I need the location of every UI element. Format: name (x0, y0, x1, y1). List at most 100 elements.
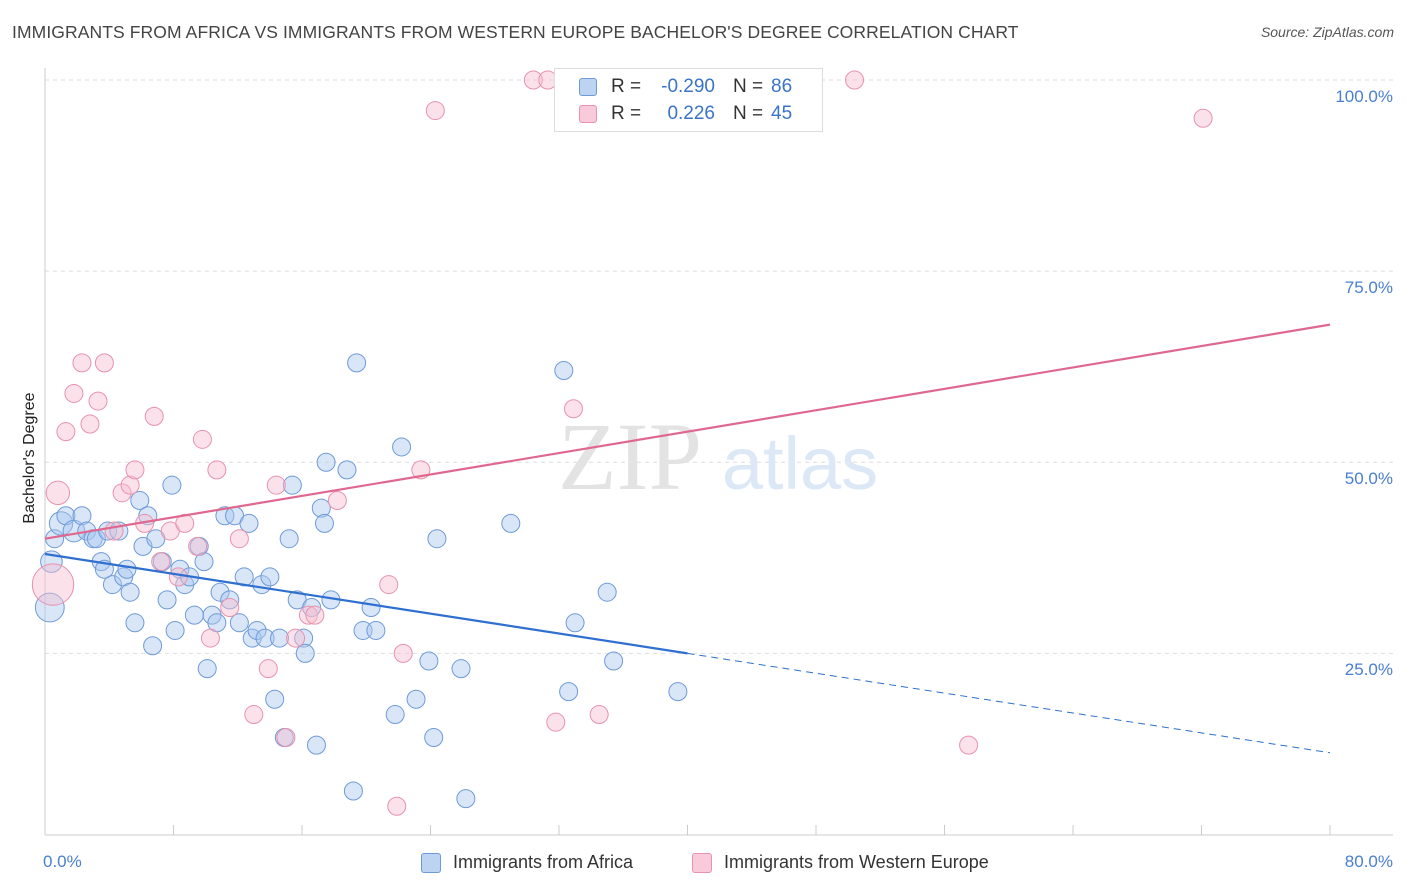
bottom-legend-western-europe: Immigrants from Western Europe (692, 852, 989, 873)
point-africa (210, 582, 230, 602)
correlation-legend: R = -0.290 N = 86 R = 0.226 N = 45 (554, 68, 823, 132)
grid-lines (45, 79, 1393, 654)
x-tick-label-min: 0.0% (43, 852, 82, 871)
point-africa (604, 651, 624, 671)
trend-lines (44, 323, 1331, 754)
data-points (31, 70, 1213, 816)
point-africa (668, 682, 688, 702)
point-africa (597, 582, 617, 602)
point-africa (347, 353, 367, 373)
x-tick-label-max: 80.0% (1344, 852, 1393, 871)
point-africa (215, 506, 235, 526)
point-africa (311, 498, 331, 518)
point-western-europe (144, 406, 164, 426)
y-tick-label-25: 25.0% (1344, 660, 1393, 679)
point-africa (451, 659, 471, 679)
point-western-europe (845, 70, 865, 90)
y-tick-label-50: 50.0% (1344, 469, 1393, 488)
trend-line-western-europe (44, 323, 1331, 540)
legend-label-africa: Immigrants from Africa (453, 852, 634, 872)
bottom-legend-africa: Immigrants from Africa (421, 852, 633, 873)
point-western-europe (1193, 108, 1213, 128)
legend-swatch-blue (579, 78, 597, 96)
point-western-europe (286, 628, 306, 648)
point-western-europe (104, 521, 124, 541)
point-africa (143, 636, 163, 656)
point-africa (265, 689, 285, 709)
point-africa (56, 506, 76, 526)
point-western-europe (200, 628, 220, 648)
point-africa (125, 613, 145, 633)
legend-swatch-blue (421, 852, 441, 873)
point-africa (279, 529, 299, 549)
point-africa (197, 659, 217, 679)
point-western-europe (64, 383, 84, 403)
point-africa (162, 475, 182, 495)
point-western-europe (188, 536, 208, 556)
point-africa (456, 789, 476, 809)
point-africa (306, 735, 326, 755)
point-western-europe (425, 101, 445, 121)
point-africa (501, 513, 521, 533)
point-africa (220, 590, 240, 610)
point-africa (392, 437, 412, 457)
point-western-europe (379, 575, 399, 595)
watermark-zip: ZIP (558, 403, 702, 510)
point-africa (229, 613, 249, 633)
point-africa (234, 567, 254, 587)
point-africa (117, 559, 137, 579)
legend-row-africa: R = -0.290 N = 86 (579, 75, 792, 99)
point-africa (255, 628, 275, 648)
point-western-europe (125, 460, 145, 480)
legend-n-value: 45 (771, 103, 793, 124)
point-western-europe (546, 712, 566, 732)
point-western-europe (327, 490, 347, 510)
point-western-europe (393, 643, 413, 663)
point-western-europe (120, 475, 140, 495)
point-africa (337, 460, 357, 480)
point-africa (361, 598, 381, 618)
point-africa (270, 628, 290, 648)
point-western-europe (207, 460, 227, 480)
point-western-europe (589, 705, 609, 725)
point-western-europe (192, 429, 212, 449)
point-western-europe (258, 659, 278, 679)
point-western-europe (276, 727, 296, 747)
point-western-europe (88, 391, 108, 411)
point-western-europe (523, 70, 543, 90)
point-western-europe (112, 483, 132, 503)
point-western-europe (229, 529, 249, 549)
point-africa (343, 781, 363, 801)
point-africa (316, 452, 336, 472)
point-western-europe (56, 422, 76, 442)
legend-n-label: N = (733, 103, 764, 124)
legend-label-western-europe: Immigrants from Western Europe (724, 852, 989, 872)
point-western-europe (305, 605, 325, 625)
point-western-europe (266, 475, 286, 495)
point-africa (120, 582, 140, 602)
point-africa (239, 513, 259, 533)
point-africa (260, 567, 280, 587)
y-axis-label: Bachelor's Degree (21, 392, 38, 524)
point-western-europe (72, 353, 92, 373)
point-africa (102, 575, 122, 595)
point-africa (559, 682, 579, 702)
point-africa (424, 727, 444, 747)
point-africa (34, 592, 65, 623)
legend-r-value: 0.226 (667, 103, 715, 124)
point-africa (427, 529, 447, 549)
y-tick-label-100: 100.0% (1335, 87, 1393, 106)
trend-line-africa (44, 552, 688, 655)
point-africa (295, 643, 315, 663)
point-western-europe (563, 399, 583, 419)
point-africa (554, 361, 574, 381)
chart-title: IMMIGRANTS FROM AFRICA VS IMMIGRANTS FRO… (12, 22, 1019, 42)
legend-row-western-europe: R = 0.226 N = 45 (579, 102, 792, 126)
point-western-europe (31, 563, 75, 606)
point-western-europe (298, 605, 318, 625)
y-tick-label-75: 75.0% (1344, 278, 1393, 297)
point-western-europe (80, 414, 100, 434)
watermark-atlas: atlas (722, 422, 878, 505)
point-africa (157, 590, 177, 610)
